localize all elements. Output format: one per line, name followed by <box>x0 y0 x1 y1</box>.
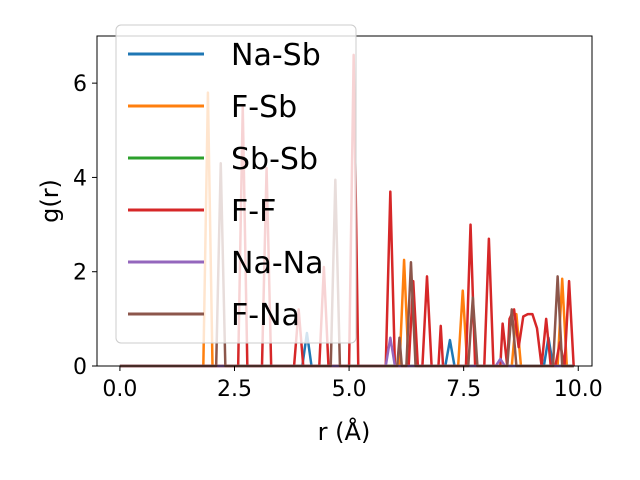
x-tick-label: 5.0 <box>332 377 367 402</box>
x-tick-label: 2.5 <box>217 377 252 402</box>
x-tick-label: 7.5 <box>446 377 481 402</box>
y-tick-label: 0 <box>73 355 87 380</box>
legend-label-f-f: F-F <box>231 194 276 229</box>
x-tick-label: 0.0 <box>102 377 137 402</box>
legend-label-na-na: Na-Na <box>231 246 323 281</box>
y-tick-label: 6 <box>73 72 87 97</box>
x-axis-label: r (Å) <box>318 417 371 446</box>
y-axis-label: g(r) <box>36 179 64 223</box>
legend-label-f-na: F-Na <box>231 298 300 333</box>
x-axis-ticks: 0.0 2.5 5.0 7.5 10.0 <box>102 366 603 402</box>
y-tick-label: 2 <box>73 261 87 286</box>
y-tick-label: 4 <box>73 166 87 191</box>
y-axis-ticks: 0 2 4 6 <box>73 72 97 380</box>
x-tick-label: 10.0 <box>554 377 603 402</box>
legend-label-na-sb: Na-Sb <box>231 38 321 73</box>
legend: Na-Sb F-Sb Sb-Sb F-F Na-Na F-Na <box>115 24 357 344</box>
legend-label-f-sb: F-Sb <box>231 90 297 125</box>
legend-label-sb-sb: Sb-Sb <box>231 142 318 177</box>
